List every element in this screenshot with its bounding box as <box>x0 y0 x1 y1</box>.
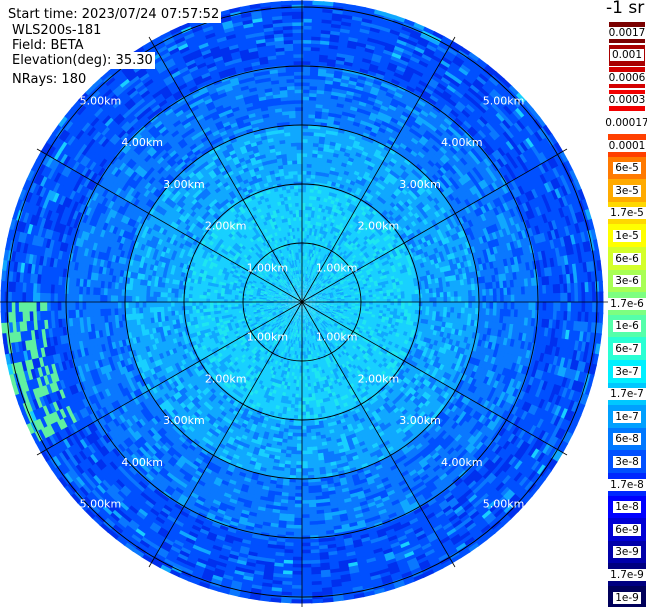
colorbar-label: 1e-5 <box>608 224 646 248</box>
azimuth-spoke <box>148 301 303 568</box>
beta-gate-field <box>0 0 604 604</box>
azimuth-spoke <box>301 301 456 568</box>
colorbar-label: 3e-9 <box>608 540 646 564</box>
range-ring-label: 2.00km <box>358 220 400 233</box>
range-ring-labels: 1.00km 1.00km 1.00km 1.00km 2.00km 2.00km 2.00… <box>80 94 525 510</box>
azimuth-spoke <box>36 301 303 456</box>
colorbar-label: 3e-8 <box>608 450 646 474</box>
range-ring-label: 3.00km <box>163 178 205 191</box>
colorbar-label: 3e-7 <box>608 360 646 384</box>
range-ring-label: 4.00km <box>441 456 483 469</box>
range-ring-label: 5.00km <box>483 94 525 107</box>
range-ring-label: 4.00km <box>441 136 483 149</box>
colorbar-label: 6e-5 <box>608 156 646 180</box>
colorbar-label: 0.001 <box>608 43 646 67</box>
colorbar-label: 0.00017 <box>605 111 647 135</box>
colorbar-label: 6e-8 <box>608 427 646 451</box>
range-ring-label: 3.00km <box>399 178 441 191</box>
range-ring-label: 1.00km <box>316 331 358 344</box>
colorbar-label: 1.7e-8 <box>608 473 646 497</box>
colorbar-label: 1e-9 <box>608 586 646 607</box>
colorbar-label: 0.0017 <box>606 21 647 45</box>
nrays-label: NRays: 180 <box>10 71 89 88</box>
instrument-label: WLS200s-181 <box>10 22 104 39</box>
colorbar-label: 3e-6 <box>608 269 646 293</box>
start-time-label: Start time: 2023/07/24 07:57:52 <box>6 6 222 23</box>
colorbar-label: 0.0006 <box>606 66 647 90</box>
azimuth-spoke <box>301 301 568 456</box>
colorbar-label: 0.0001 <box>606 134 647 158</box>
range-ring-label: 3.00km <box>399 414 441 427</box>
range-ring-label: 5.00km <box>80 94 122 107</box>
range-ring-label: 2.00km <box>205 220 247 233</box>
range-ring-label: 2.00km <box>358 372 400 385</box>
azimuth-spoke <box>148 36 303 303</box>
range-ring-label: 2.00km <box>205 372 247 385</box>
azimuth-spoke <box>301 148 568 303</box>
range-ring-label: 4.00km <box>121 456 163 469</box>
colorbar-label: 1e-6 <box>608 314 646 338</box>
colorbar-label: 6e-6 <box>608 247 646 271</box>
elevation-label: Elevation(deg): 35.30 <box>10 52 155 69</box>
range-ring-label: 5.00km <box>483 498 525 511</box>
range-ring-label: 1.00km <box>247 331 289 344</box>
colorbar-unit-label: -1 sr <box>606 0 645 18</box>
azimuth-spoke <box>301 36 456 303</box>
range-ring-label: 1.00km <box>316 261 358 274</box>
range-ring-label: 3.00km <box>163 414 205 427</box>
range-ring-label: 4.00km <box>121 136 163 149</box>
colorbar-label: 1.7e-6 <box>608 292 646 316</box>
azimuth-spoke <box>36 148 303 303</box>
colorbar-label: 0.0003 <box>606 88 647 112</box>
colorbar-label: 6e-9 <box>608 518 646 542</box>
colorbar-label: 1.7e-9 <box>608 563 646 587</box>
colorbar-label: 1e-7 <box>608 405 646 429</box>
colorbar-label: 1.7e-7 <box>608 382 646 406</box>
range-ring-label: 1.00km <box>247 261 289 274</box>
range-grid <box>0 0 608 607</box>
colorbar-label: 3e-5 <box>608 179 646 203</box>
colorbar-label: 1e-8 <box>608 495 646 519</box>
range-ring-label: 5.00km <box>80 498 122 511</box>
colorbar-label: 6e-7 <box>608 337 646 361</box>
colorbar-label: 1.7e-5 <box>608 201 646 225</box>
field-label: Field: BETA <box>10 37 86 54</box>
